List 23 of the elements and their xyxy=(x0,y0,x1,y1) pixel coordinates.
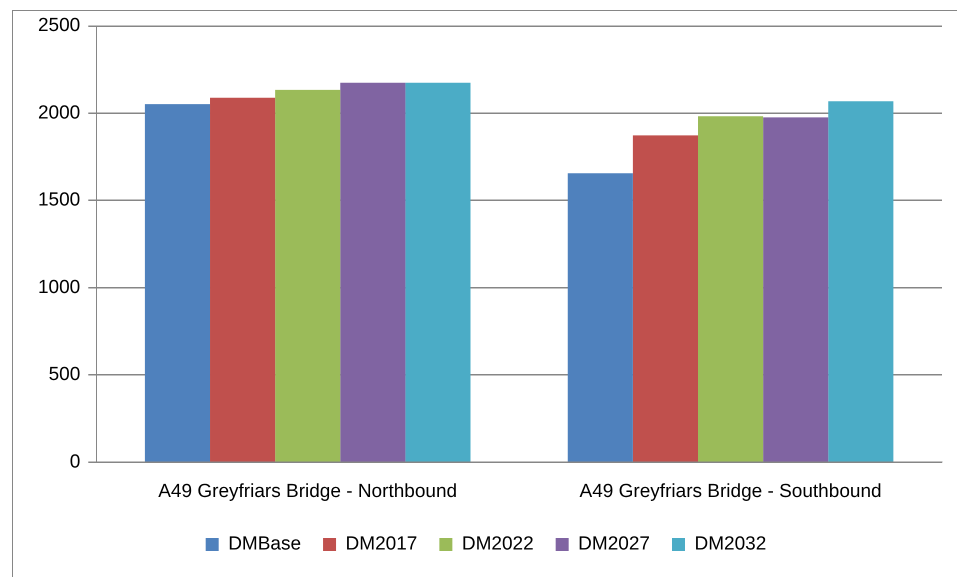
bar xyxy=(828,101,894,462)
bar xyxy=(210,98,276,462)
bar xyxy=(632,135,698,462)
bar xyxy=(568,173,633,462)
y-tick-label: 1000 xyxy=(38,276,80,298)
legend-label: DMBase xyxy=(228,534,302,555)
bar xyxy=(340,82,406,462)
y-tick-label: 1500 xyxy=(38,190,80,211)
y-tick-label: 2000 xyxy=(38,102,80,124)
bar xyxy=(698,116,764,462)
bar xyxy=(144,104,210,462)
bar xyxy=(763,117,828,462)
x-tick-label: A49 Greyfriars Bridge - Southbound xyxy=(580,480,882,502)
legend-label: DM2032 xyxy=(694,534,766,555)
legend-label: DM2017 xyxy=(346,534,418,555)
bar xyxy=(405,82,471,462)
y-tick-label: 500 xyxy=(48,364,80,386)
bar xyxy=(275,90,340,462)
legend-label: DM2022 xyxy=(462,534,534,555)
y-tick-label: 2500 xyxy=(38,15,80,36)
legend-label: DM2027 xyxy=(578,534,650,555)
x-tick-label: A49 Greyfriars Bridge - Northbound xyxy=(158,480,458,502)
y-tick-label: 0 xyxy=(70,451,80,472)
